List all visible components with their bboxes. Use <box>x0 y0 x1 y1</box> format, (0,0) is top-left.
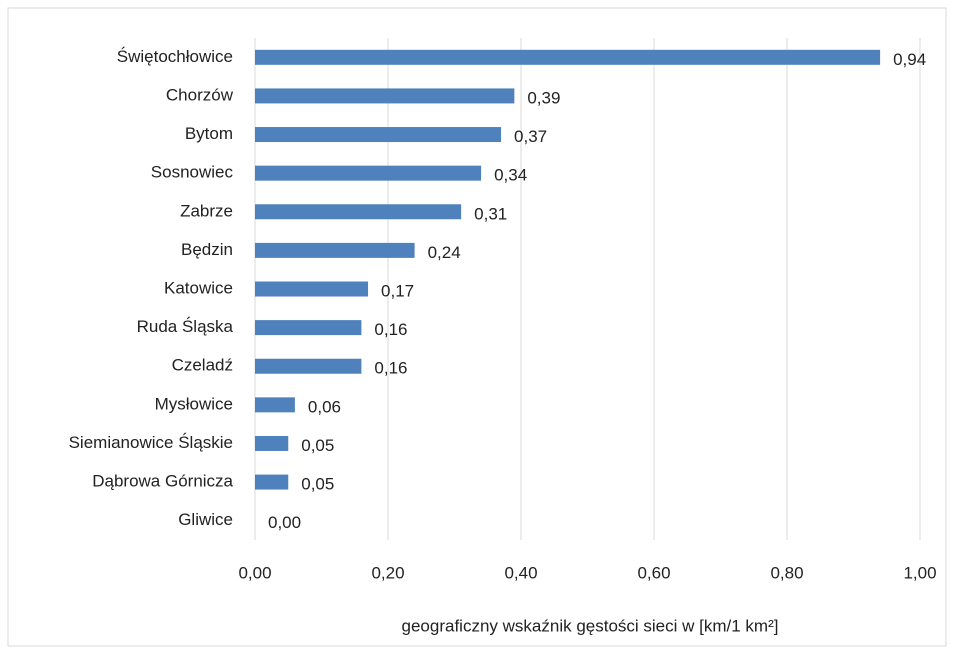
bar <box>255 474 289 490</box>
x-tick-label: 0,00 <box>238 563 271 582</box>
bar <box>255 358 362 374</box>
bar <box>255 397 295 413</box>
y-tick-label: Chorzów <box>166 85 234 104</box>
y-tick-label: Ruda Śląska <box>137 317 234 336</box>
y-tick-label: Bytom <box>185 124 233 143</box>
x-tick-label: 0,60 <box>637 563 670 582</box>
value-label: 0,16 <box>374 320 407 339</box>
x-tick-label: 0,80 <box>770 563 803 582</box>
bar <box>255 435 289 451</box>
value-label: 0,06 <box>308 397 341 416</box>
value-label: 0,37 <box>514 127 547 146</box>
value-label: 0,16 <box>374 359 407 378</box>
y-tick-label: Gliwice <box>178 510 233 529</box>
x-axis-title: geograficzny wskaźnik gęstości sieci w [… <box>402 616 779 635</box>
bar <box>255 165 482 181</box>
y-tick-label: Zabrze <box>180 201 233 220</box>
x-tick-label: 1,00 <box>903 563 936 582</box>
value-label: 0,05 <box>301 436 334 455</box>
x-tick-label: 0,20 <box>371 563 404 582</box>
y-tick-label: Dąbrowa Górnicza <box>92 472 233 491</box>
y-tick-label: Będzin <box>181 240 233 259</box>
value-label: 0,34 <box>494 166 527 185</box>
y-tick-label: Siemianowice Śląskie <box>69 433 233 452</box>
bar <box>255 281 369 297</box>
value-label: 0,00 <box>268 513 301 532</box>
x-tick-label: 0,40 <box>504 563 537 582</box>
value-label: 0,39 <box>527 88 560 107</box>
value-label: 0,94 <box>893 50 926 69</box>
bar <box>255 127 502 143</box>
bar <box>255 242 415 258</box>
value-label: 0,17 <box>381 281 414 300</box>
bar <box>255 49 881 65</box>
y-tick-label: Mysłowice <box>155 394 233 413</box>
chart-border <box>7 7 947 647</box>
value-label: 0,05 <box>301 475 334 494</box>
y-tick-label: Katowice <box>164 278 233 297</box>
value-label: 0,24 <box>428 243 461 262</box>
y-tick-label: Czeladź <box>172 356 233 375</box>
bar <box>255 204 462 220</box>
bar <box>255 320 362 336</box>
value-label: 0,31 <box>474 204 507 223</box>
bar <box>255 88 515 104</box>
y-tick-label: Świętochłowice <box>117 47 233 66</box>
y-tick-label: Sosnowiec <box>151 163 234 182</box>
